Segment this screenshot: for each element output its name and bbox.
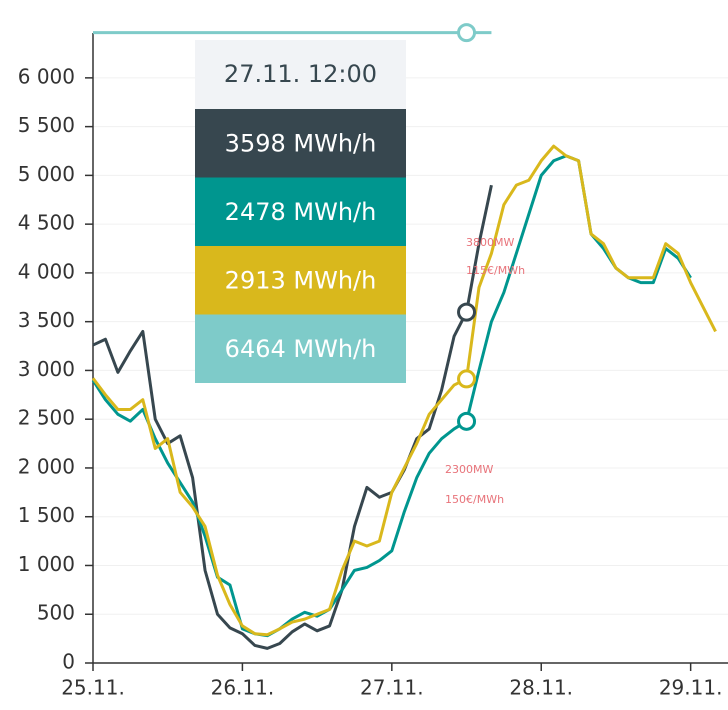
y-tick-label: 4 500 [18,211,75,235]
tooltip-value: 3598 MWh/h [225,129,377,157]
x-tick-label: 28.11. [509,676,573,700]
tooltip-value: 2913 MWh/h [225,266,377,294]
x-tick-label: 29.11. [659,676,723,700]
series-line [92,184,493,650]
y-tick-label: 2 500 [18,406,75,430]
y-tick-label: 2 000 [18,454,75,478]
annotation: 150€/MWh [445,493,504,506]
y-tick-label: 5 000 [18,162,75,186]
tooltip-value: 2478 MWh/h [225,198,377,226]
tooltip: 27.11. 12:00 3598 MWh/h 2478 MWh/h 2913 MWh… [195,40,406,383]
tooltip-header [195,40,406,109]
y-tick-label: 1 500 [18,503,75,527]
annotation: 3800MW [466,236,514,249]
hover-marker [457,23,477,43]
annotation: 2300MW [445,463,493,476]
hover-marker [457,302,477,322]
y-tick-label: 6 000 [18,64,75,88]
tooltip-value: 6464 MWh/h [225,335,377,363]
annotation: 115€/MWh [466,264,525,277]
hover-marker [457,369,477,389]
y-tick-label: 0 [62,650,75,674]
y-tick-label: 3 000 [18,357,75,381]
x-tick-label: 26.11. [211,676,275,700]
hover-marker [457,411,477,431]
tooltip-row [195,314,406,383]
x-tick-label: 27.11. [360,676,424,700]
y-tick-label: 1 000 [18,552,75,576]
y-tick-label: 4 000 [18,259,75,283]
tooltip-row [195,246,406,315]
tooltip-row [195,109,406,178]
y-tick-label: 3 500 [18,308,75,332]
tooltip-title: 27.11. 12:00 [224,60,377,88]
y-tick-label: 5 500 [18,113,75,137]
y-tick-label: 500 [37,601,75,625]
series-line [91,144,717,637]
x-tick-label: 25.11. [61,676,125,700]
tooltip-row [195,177,406,246]
